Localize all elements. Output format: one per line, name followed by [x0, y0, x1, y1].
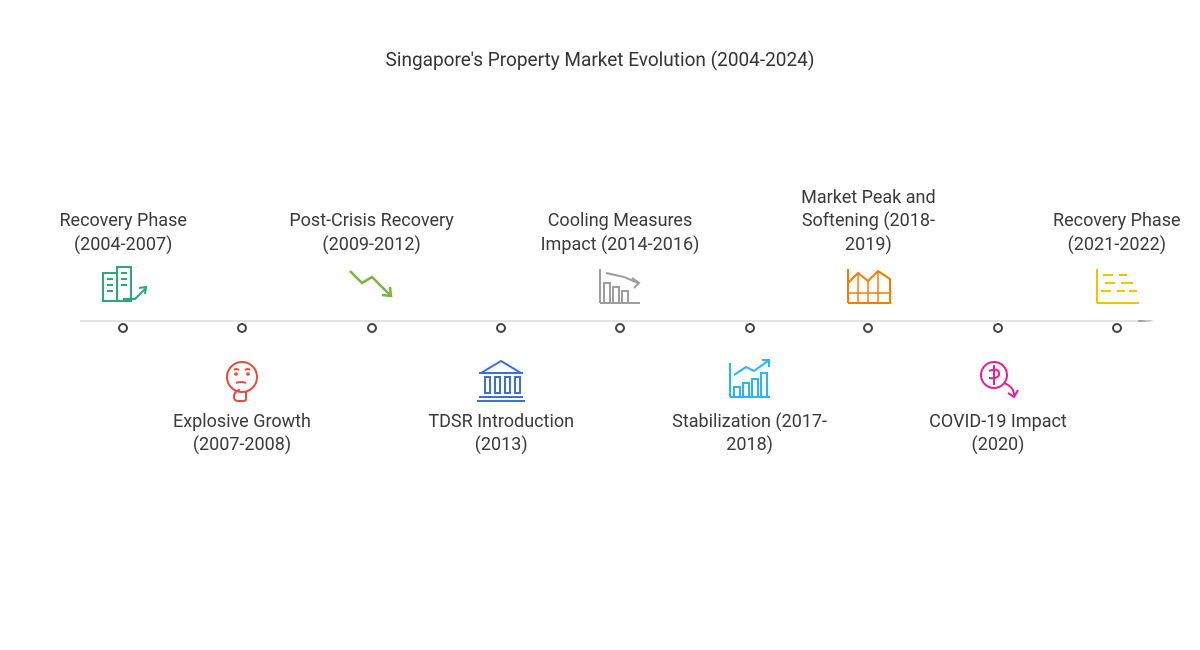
event-label: Post-Crisis Recovery (2009-2012) — [287, 209, 457, 256]
timeline-tick — [496, 323, 506, 333]
timeline-event-explosive-growth: Explosive Growth (2007-2008) — [157, 346, 327, 457]
coin-down-icon — [970, 356, 1026, 404]
timeline-tick — [367, 323, 377, 333]
event-label: Cooling Measures Impact (2014-2016) — [535, 209, 705, 256]
page-title: Singapore's Property Market Evolution (2… — [0, 48, 1200, 71]
bars-down-icon — [592, 262, 648, 310]
timeline-tick — [863, 323, 873, 333]
event-label: COVID-19 Impact (2020) — [913, 410, 1083, 457]
line-down-icon — [344, 262, 400, 310]
area-grid-icon — [840, 262, 896, 310]
event-label: Recovery Phase (2021-2022) — [1032, 209, 1200, 256]
timeline-event-cooling: Cooling Measures Impact (2014-2016) — [535, 209, 705, 310]
timeline-event-tdsr: TDSR Introduction (2013) — [416, 346, 586, 457]
timeline-tick — [615, 323, 625, 333]
event-label: Recovery Phase (2004-2007) — [38, 209, 208, 256]
timeline-event-peak: Market Peak and Softening (2018-2019) — [783, 186, 953, 310]
timeline-event-stabilization: Stabilization (2017-2018) — [665, 346, 835, 457]
timeline-event-post-crisis: Post-Crisis Recovery (2009-2012) — [287, 209, 457, 310]
timeline-event-recovery-2021: Recovery Phase (2021-2022) — [1032, 209, 1200, 310]
timeline-event-recovery-2004: Recovery Phase (2004-2007) — [38, 209, 208, 310]
event-label: Market Peak and Softening (2018-2019) — [783, 186, 953, 256]
timeline-tick — [118, 323, 128, 333]
timeline-tick — [993, 323, 1003, 333]
timeline-tick — [745, 323, 755, 333]
buildings-up-icon — [95, 262, 151, 310]
dash-chart-icon — [1089, 262, 1145, 310]
timeline-tick — [1112, 323, 1122, 333]
bars-up-icon — [722, 356, 778, 404]
thinking-face-icon — [214, 356, 270, 404]
event-label: TDSR Introduction (2013) — [416, 410, 586, 457]
event-label: Stabilization (2017-2018) — [665, 410, 835, 457]
timeline-axis — [80, 320, 1160, 322]
bank-icon — [473, 356, 529, 404]
timeline-event-covid: COVID-19 Impact (2020) — [913, 346, 1083, 457]
timeline-tick — [237, 323, 247, 333]
event-label: Explosive Growth (2007-2008) — [157, 410, 327, 457]
